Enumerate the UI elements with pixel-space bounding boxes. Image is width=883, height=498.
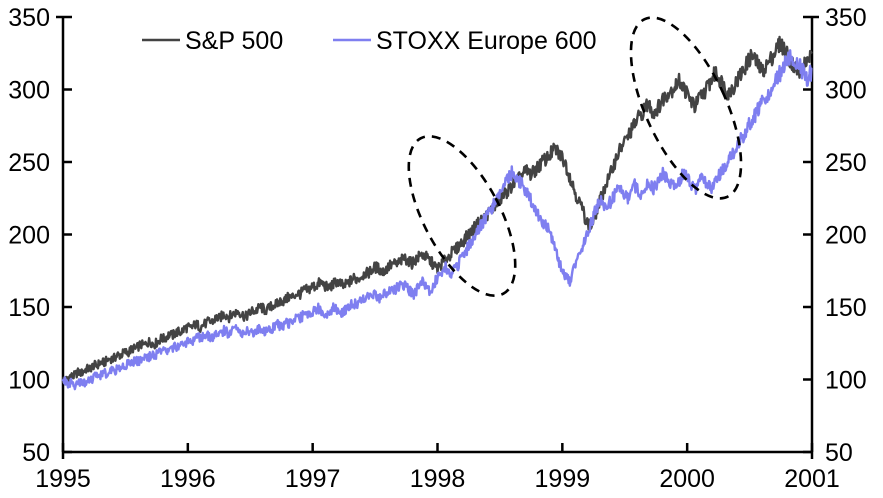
x-axis-tick-label: 1998 (410, 465, 466, 493)
y-axis-left-tick-label: 100 (8, 367, 50, 395)
y-axis-right-tick-label: 300 (825, 77, 867, 105)
y-axis-right-tick-label: 150 (825, 294, 867, 322)
y-axis-left-tick-label: 200 (8, 222, 50, 250)
x-axis-tick-label: 2001 (784, 465, 840, 493)
x-axis-tick-label: 1996 (160, 465, 216, 493)
legend-label-2: STOXX Europe 600 (376, 27, 597, 55)
y-axis-right-tick-label: 50 (825, 439, 853, 467)
x-axis-tick-label: 1997 (285, 465, 341, 493)
y-axis-left-tick-label: 300 (8, 77, 50, 105)
highlight-ellipse-1998 (407, 134, 517, 298)
y-axis-left-tick-label: 50 (22, 439, 50, 467)
x-axis: 1995 1996 1997 1998 1999 2000 2001 (35, 443, 840, 493)
y-axis-right-tick-label: 350 (825, 4, 867, 32)
y-axis-right: 350 300 250 200 150 100 50 (803, 4, 867, 467)
series-line-1 (61, 35, 813, 384)
y-axis-right-tick-label: 200 (825, 222, 867, 250)
y-axis-left-tick-label: 150 (8, 294, 50, 322)
y-axis-left-tick-label: 350 (8, 4, 50, 32)
y-axis-right-tick-label: 250 (825, 149, 867, 177)
x-axis-tick-label: 1995 (35, 465, 91, 493)
highlight-ellipse-2000 (629, 16, 743, 200)
x-axis-tick-label: 1999 (535, 465, 591, 493)
annotation-group (407, 16, 743, 298)
x-axis-tick-label: 2000 (659, 465, 715, 493)
chart-legend: S&P 500 STOXX Europe 600 (142, 27, 597, 55)
legend-label-1: S&P 500 (185, 27, 283, 55)
y-axis-left: 350 300 250 200 150 100 50 (8, 4, 72, 467)
y-axis-left-tick-label: 250 (8, 149, 50, 177)
y-axis-right-tick-label: 100 (825, 367, 867, 395)
